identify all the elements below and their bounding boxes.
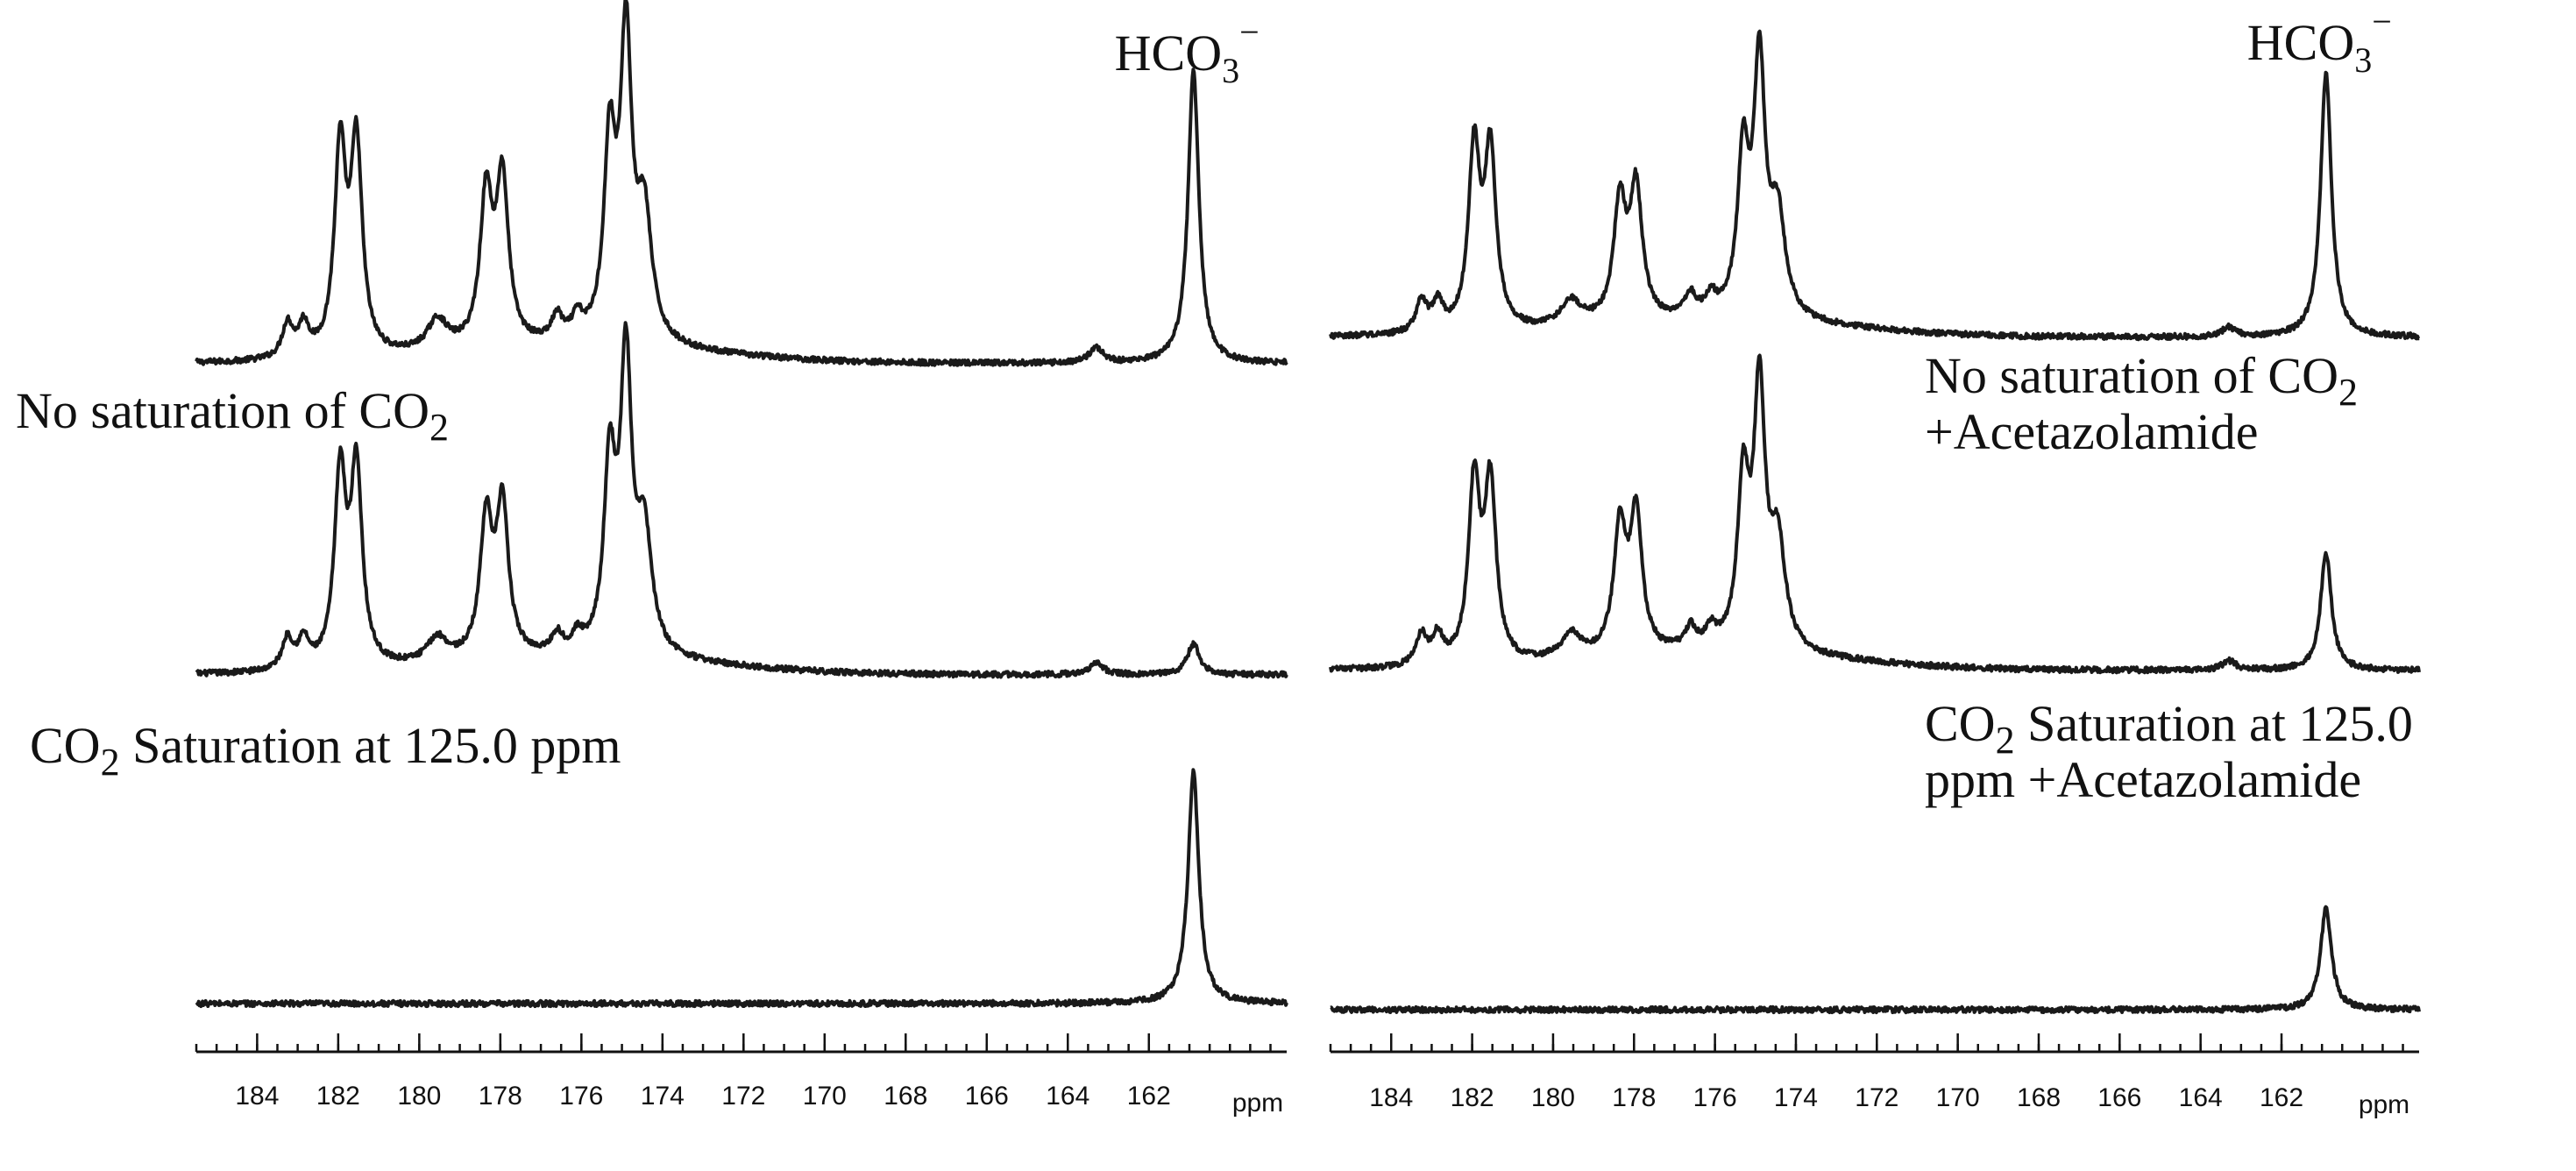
left-tick-label: 182 bbox=[316, 1082, 360, 1111]
right-species-label: HCO3− bbox=[2247, 2, 2392, 80]
left-spectrum-trace-1 bbox=[195, 0, 1288, 367]
left-tick-label: 176 bbox=[559, 1082, 603, 1111]
right-spectrum-trace-3 bbox=[1329, 905, 2421, 1015]
right-tick-label: 182 bbox=[1451, 1083, 1494, 1112]
left-tick-label: 168 bbox=[884, 1082, 927, 1111]
right-spectrum-caption-2: CO2 Saturation at 125.0 bbox=[1925, 695, 2413, 762]
right-tick-label: 184 bbox=[1369, 1083, 1413, 1112]
right-spectrum-trace-2 bbox=[1329, 353, 2421, 675]
left-spectrum-caption-2: CO2 Saturation at 125.0 ppm bbox=[30, 717, 621, 784]
right-spectrum-trace-1 bbox=[1329, 29, 2421, 342]
left-spectrum-trace-3 bbox=[195, 768, 1288, 1009]
right-tick-label: 180 bbox=[1531, 1083, 1575, 1112]
left-tick-label: 178 bbox=[479, 1082, 522, 1111]
right-unit-label: ppm bbox=[2359, 1090, 2409, 1119]
right-tick-label: 166 bbox=[2097, 1083, 2141, 1112]
right-tick-label: 170 bbox=[1936, 1083, 1980, 1112]
right-spectrum-caption-1: No saturation of CO2 bbox=[1925, 347, 2358, 414]
left-tick-label: 174 bbox=[641, 1082, 685, 1111]
right-tick-label: 172 bbox=[1855, 1083, 1898, 1112]
right-panel: 184 182 180 178 176 174 172 170 168 166 164 162 ppm H… bbox=[1329, 2, 2421, 1119]
left-spectrum-trace-2 bbox=[195, 321, 1288, 679]
right-tick-label: 178 bbox=[1612, 1083, 1656, 1112]
left-tick-label: 184 bbox=[235, 1082, 279, 1111]
right-spectrum-caption-1-line2: +Acetazolamide bbox=[1925, 403, 2259, 460]
left-species-label: HCO3− bbox=[1115, 12, 1260, 90]
left-tick-label: 162 bbox=[1127, 1082, 1171, 1111]
right-tick-label: 162 bbox=[2260, 1083, 2303, 1112]
left-tick-label: 166 bbox=[965, 1082, 1009, 1111]
left-tick-label: 172 bbox=[721, 1082, 765, 1111]
left-tick-label: 180 bbox=[397, 1082, 441, 1111]
left-unit-label: ppm bbox=[1232, 1089, 1283, 1118]
left-tick-label: 164 bbox=[1046, 1082, 1089, 1111]
right-spectrum-caption-2-line2: ppm +Acetazolamide bbox=[1925, 751, 2361, 808]
right-tick-label: 164 bbox=[2179, 1083, 2223, 1112]
right-tick-label: 176 bbox=[1693, 1083, 1737, 1112]
left-spectrum-caption-1: No saturation of CO2 bbox=[16, 382, 449, 449]
left-tick-label: 170 bbox=[803, 1082, 847, 1111]
left-panel: 184 182 180 178 176 174 172 170 168 166 164 162 ppm H… bbox=[16, 0, 1288, 1118]
right-tick-label: 174 bbox=[1774, 1083, 1818, 1112]
right-tick-label: 168 bbox=[2017, 1083, 2061, 1112]
